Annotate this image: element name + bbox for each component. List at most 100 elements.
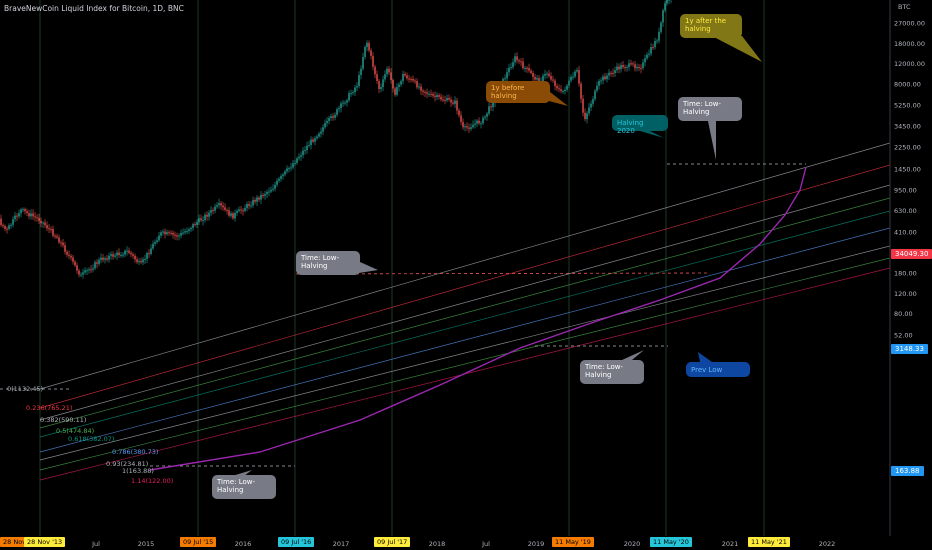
candle-body (258, 197, 260, 200)
time-low-halving-note-2021[interactable]: Time: Low-Halving (678, 97, 742, 121)
candle-body (58, 237, 60, 243)
candle-body (96, 262, 98, 264)
candle-body (384, 74, 386, 80)
candle-body (614, 70, 616, 74)
candle-body (154, 242, 156, 244)
candle-body (254, 199, 256, 202)
candle-body (392, 79, 394, 89)
candle-body (630, 63, 632, 65)
candle-body (518, 60, 520, 62)
candle-body (666, 0, 668, 4)
candle-body (256, 197, 258, 202)
callout-pointer (708, 121, 716, 160)
candle-body (586, 113, 588, 120)
prev-low-note[interactable]: Prev Low (686, 362, 750, 377)
reference-dashed-line (295, 272, 709, 275)
log-curve (149, 166, 807, 471)
candle-body (412, 78, 414, 81)
candle-body (658, 31, 660, 41)
candle-body (424, 91, 426, 93)
candle-body (404, 73, 406, 76)
candle-body (380, 87, 382, 90)
y-axis-tick-label: 52.00 (894, 332, 913, 340)
candle-body (142, 259, 144, 263)
candle-body (420, 86, 422, 91)
fib-channel-line (39, 245, 891, 461)
candle-body (346, 100, 348, 103)
candle-body (100, 257, 102, 260)
candle-body (430, 93, 432, 95)
candle-body (30, 213, 32, 217)
candle-body (0, 218, 2, 226)
candle-body (616, 66, 618, 71)
candle-body (262, 195, 264, 197)
candle-body (226, 209, 228, 211)
candle-body (522, 61, 524, 69)
candle-body (52, 228, 54, 236)
candle-body (318, 133, 320, 137)
candle-body (366, 42, 368, 48)
y-axis-tick-label: 3450.00 (894, 122, 921, 130)
candle-body (562, 91, 564, 93)
candle-body (416, 81, 418, 88)
fib-level-label: 0.236(765.21) (26, 404, 73, 412)
candle-body (582, 98, 584, 113)
candle-body (314, 138, 316, 142)
candle-body (74, 261, 76, 266)
one-year-before-halving-note[interactable]: 1y before halving (486, 81, 550, 103)
one-year-after-halving-note[interactable]: 1y after the halving (680, 14, 742, 38)
candle-body (660, 22, 662, 32)
candle-body (460, 115, 462, 122)
candle-body (378, 81, 380, 90)
candle-body (428, 93, 430, 95)
x-axis-tick-label: 2016 (235, 540, 252, 548)
candle-body (466, 126, 468, 128)
halving-2020-note[interactable]: Halving 2020 (612, 115, 668, 135)
candle-body (126, 250, 128, 252)
candle-body (276, 180, 278, 185)
candle-body (610, 72, 612, 74)
price-candles (0, 0, 672, 279)
fib-channel-line (39, 197, 891, 429)
candle-body (196, 222, 198, 225)
candle-body (76, 265, 78, 271)
candle-body (664, 3, 666, 11)
candle-body (508, 67, 510, 73)
x-axis-date-tag: 11 May '21 (748, 537, 790, 547)
candle-body (202, 220, 204, 222)
candle-body (478, 120, 480, 124)
candle-body (150, 248, 152, 254)
y-axis-tick-label: 1450.00 (894, 166, 921, 174)
y-axis-tick-label: 630.00 (894, 207, 917, 215)
candle-body (308, 145, 310, 147)
candle-body (22, 209, 24, 211)
candle-body (176, 235, 178, 237)
candle-body (598, 81, 600, 86)
time-low-halving-note-2019[interactable]: Time: Low-Halving (580, 360, 644, 384)
candle-body (406, 75, 408, 79)
candle-body (20, 209, 22, 214)
candle-body (436, 95, 438, 98)
candle-body (104, 258, 106, 260)
candle-body (426, 92, 428, 94)
candle-body (296, 158, 298, 163)
candle-body (158, 235, 160, 241)
x-axis[interactable]: Jul 2015 2016 2017 2018 Jul 2019 2020 2021 2022 (91, 540, 835, 548)
candle-body (588, 107, 590, 114)
fib-level-label: 0.618(382.07) (68, 435, 115, 443)
candle-body (446, 97, 448, 101)
candle-body (394, 88, 396, 95)
candle-body (306, 145, 308, 151)
chart-symbol-title[interactable]: BraveNewCoin Liquid Index for Bitcoin, 1… (4, 4, 184, 13)
candle-body (490, 106, 492, 108)
y-axis[interactable]: 27000.00 18000.00 12000.00 8000.00 5250.00 34… (894, 20, 925, 340)
time-low-halving-note-2015[interactable]: Time: Low-Halving (212, 475, 276, 499)
fib-level-label: 0.382(590.11) (40, 416, 87, 424)
candle-body (28, 212, 30, 217)
candle-body (110, 254, 112, 256)
candle-body (482, 117, 484, 124)
time-low-halving-note-2017[interactable]: Time: Low-Halving (296, 251, 360, 275)
candle-body (560, 89, 562, 92)
fib-level-label: 1(163.88) (122, 467, 154, 475)
candle-body (298, 156, 300, 159)
